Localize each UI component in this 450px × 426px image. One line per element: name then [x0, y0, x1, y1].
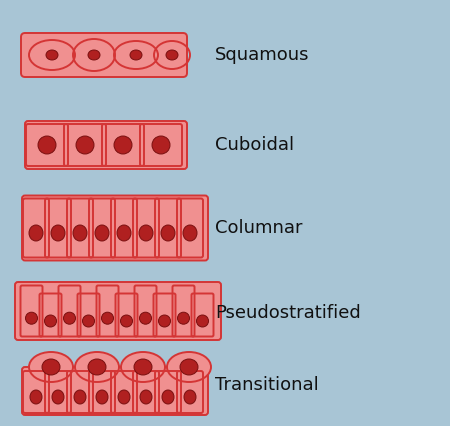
Ellipse shape	[88, 50, 100, 60]
Text: Transitional: Transitional	[215, 376, 319, 394]
Ellipse shape	[82, 315, 94, 327]
Ellipse shape	[184, 390, 196, 404]
Ellipse shape	[152, 136, 170, 154]
FancyBboxPatch shape	[15, 282, 221, 340]
Ellipse shape	[95, 225, 109, 241]
Text: Cuboidal: Cuboidal	[215, 136, 294, 154]
FancyBboxPatch shape	[22, 367, 208, 415]
Ellipse shape	[183, 225, 197, 241]
Ellipse shape	[197, 315, 208, 327]
Ellipse shape	[76, 136, 94, 154]
Ellipse shape	[52, 390, 64, 404]
Ellipse shape	[30, 390, 42, 404]
Ellipse shape	[96, 390, 108, 404]
Ellipse shape	[180, 359, 198, 375]
Ellipse shape	[118, 390, 130, 404]
Ellipse shape	[75, 352, 119, 382]
Ellipse shape	[29, 352, 73, 382]
Text: Columnar: Columnar	[215, 219, 302, 237]
FancyBboxPatch shape	[21, 33, 187, 77]
Text: Squamous: Squamous	[215, 46, 310, 64]
Ellipse shape	[42, 359, 60, 375]
Ellipse shape	[134, 359, 152, 375]
Ellipse shape	[162, 390, 174, 404]
Ellipse shape	[121, 352, 165, 382]
Ellipse shape	[102, 312, 113, 324]
Ellipse shape	[114, 136, 132, 154]
Ellipse shape	[167, 352, 211, 382]
Ellipse shape	[88, 359, 106, 375]
Ellipse shape	[45, 315, 57, 327]
Ellipse shape	[121, 315, 132, 327]
Ellipse shape	[166, 50, 178, 60]
Ellipse shape	[177, 312, 189, 324]
Text: Pseudostratified: Pseudostratified	[215, 304, 361, 322]
Ellipse shape	[140, 312, 152, 324]
Ellipse shape	[130, 50, 142, 60]
Ellipse shape	[46, 50, 58, 60]
Ellipse shape	[63, 312, 76, 324]
Ellipse shape	[29, 225, 43, 241]
Ellipse shape	[51, 225, 65, 241]
Ellipse shape	[74, 390, 86, 404]
Ellipse shape	[161, 225, 175, 241]
FancyBboxPatch shape	[25, 121, 187, 169]
FancyBboxPatch shape	[22, 196, 208, 261]
Ellipse shape	[140, 390, 152, 404]
Ellipse shape	[139, 225, 153, 241]
Ellipse shape	[26, 312, 37, 324]
Ellipse shape	[73, 225, 87, 241]
Ellipse shape	[158, 315, 171, 327]
Ellipse shape	[38, 136, 56, 154]
Ellipse shape	[117, 225, 131, 241]
